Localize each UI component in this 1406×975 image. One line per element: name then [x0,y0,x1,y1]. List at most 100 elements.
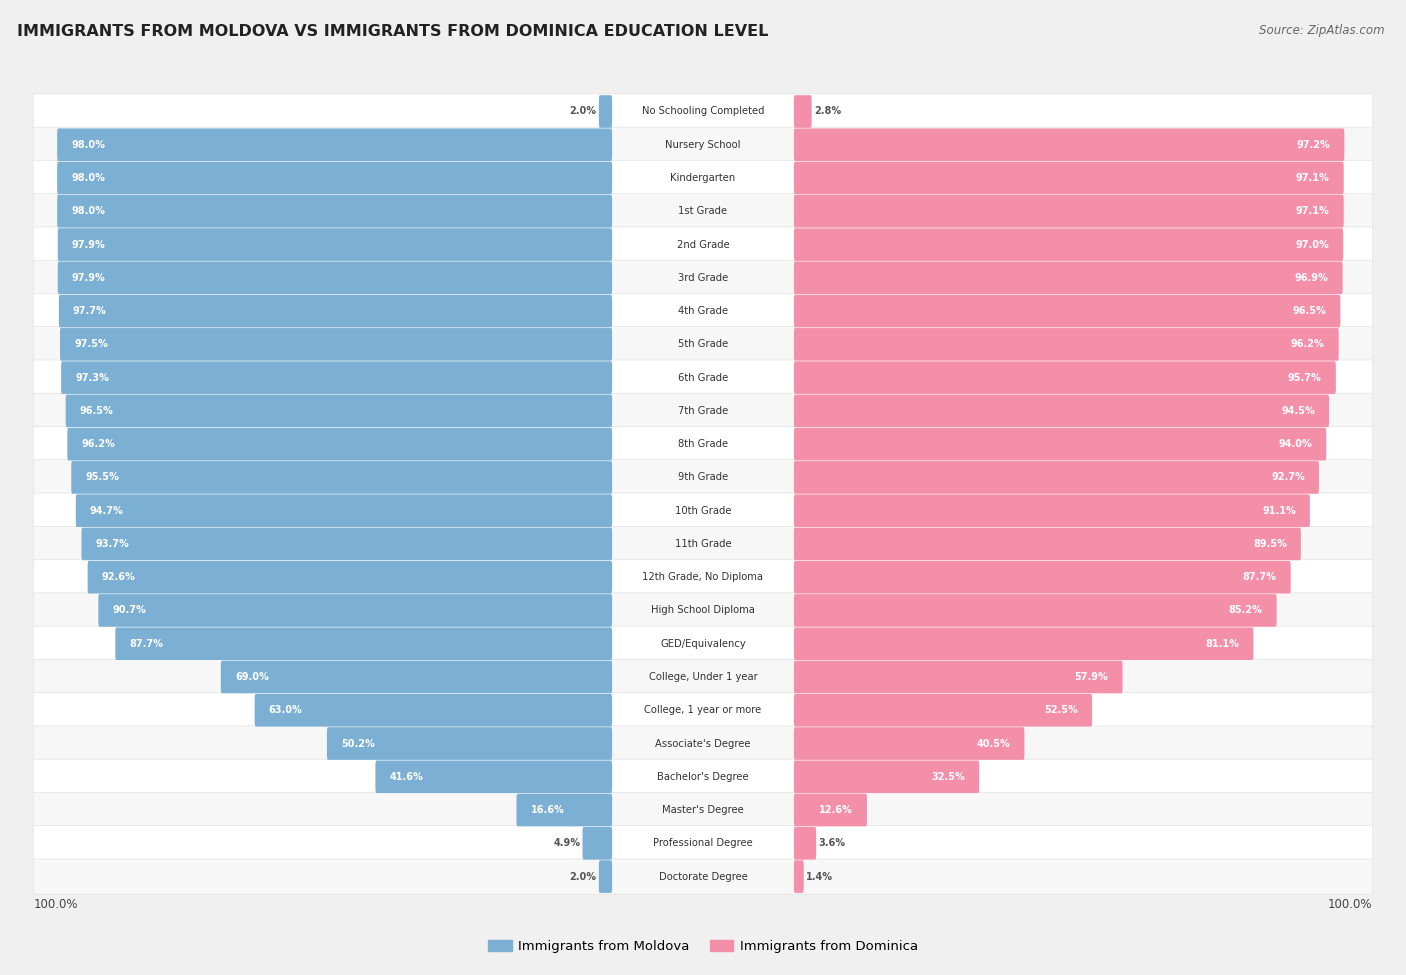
FancyBboxPatch shape [599,96,612,128]
FancyBboxPatch shape [794,129,1344,161]
Text: 50.2%: 50.2% [342,738,375,749]
FancyBboxPatch shape [794,96,811,128]
FancyBboxPatch shape [58,162,612,194]
FancyBboxPatch shape [794,261,1343,294]
FancyBboxPatch shape [794,228,1343,261]
Text: 3.6%: 3.6% [818,838,845,848]
Text: 2.0%: 2.0% [569,106,596,116]
Text: 12th Grade, No Diploma: 12th Grade, No Diploma [643,572,763,582]
FancyBboxPatch shape [794,794,868,827]
FancyBboxPatch shape [87,561,612,594]
FancyBboxPatch shape [794,694,1092,726]
Text: 8th Grade: 8th Grade [678,439,728,449]
FancyBboxPatch shape [34,293,1372,329]
Text: 90.7%: 90.7% [112,605,146,615]
Text: 4th Grade: 4th Grade [678,306,728,316]
Text: 97.0%: 97.0% [1295,240,1329,250]
Text: 7th Grade: 7th Grade [678,406,728,416]
Text: 40.5%: 40.5% [977,738,1011,749]
FancyBboxPatch shape [34,726,1372,761]
FancyBboxPatch shape [34,260,1372,295]
FancyBboxPatch shape [58,228,612,261]
Text: 57.9%: 57.9% [1074,672,1108,682]
Text: 6th Grade: 6th Grade [678,372,728,382]
FancyBboxPatch shape [115,628,612,660]
FancyBboxPatch shape [58,129,612,161]
Text: Source: ZipAtlas.com: Source: ZipAtlas.com [1260,24,1385,37]
FancyBboxPatch shape [794,362,1336,394]
FancyBboxPatch shape [60,328,612,361]
Text: 4.9%: 4.9% [553,838,581,848]
Text: 9th Grade: 9th Grade [678,473,728,483]
Text: IMMIGRANTS FROM MOLDOVA VS IMMIGRANTS FROM DOMINICA EDUCATION LEVEL: IMMIGRANTS FROM MOLDOVA VS IMMIGRANTS FR… [17,24,768,39]
Text: Nursery School: Nursery School [665,139,741,150]
Text: 98.0%: 98.0% [72,207,105,216]
FancyBboxPatch shape [76,494,612,526]
FancyBboxPatch shape [34,493,1372,528]
FancyBboxPatch shape [60,362,612,394]
Text: 97.9%: 97.9% [72,273,105,283]
FancyBboxPatch shape [34,161,1372,196]
Text: 96.2%: 96.2% [1291,339,1324,349]
Text: 87.7%: 87.7% [129,639,163,648]
Text: 89.5%: 89.5% [1253,539,1286,549]
FancyBboxPatch shape [34,327,1372,362]
Text: 92.6%: 92.6% [101,572,135,582]
Text: 3rd Grade: 3rd Grade [678,273,728,283]
Text: No Schooling Completed: No Schooling Completed [641,106,765,116]
FancyBboxPatch shape [66,395,612,427]
Text: 100.0%: 100.0% [34,898,79,912]
FancyBboxPatch shape [34,859,1372,894]
FancyBboxPatch shape [794,760,979,793]
Text: 96.5%: 96.5% [1292,306,1326,316]
Text: 63.0%: 63.0% [269,705,302,716]
FancyBboxPatch shape [794,395,1329,427]
FancyBboxPatch shape [794,561,1291,594]
FancyBboxPatch shape [34,560,1372,595]
FancyBboxPatch shape [794,428,1326,460]
Text: 96.2%: 96.2% [82,439,115,449]
FancyBboxPatch shape [794,294,1340,328]
Text: Kindergarten: Kindergarten [671,173,735,183]
FancyBboxPatch shape [34,659,1372,694]
FancyBboxPatch shape [516,794,612,827]
Text: 52.5%: 52.5% [1045,705,1078,716]
FancyBboxPatch shape [254,694,612,726]
Text: 5th Grade: 5th Grade [678,339,728,349]
Legend: Immigrants from Moldova, Immigrants from Dominica: Immigrants from Moldova, Immigrants from… [482,935,924,958]
FancyBboxPatch shape [34,692,1372,728]
Text: 95.5%: 95.5% [86,473,120,483]
Text: 10th Grade: 10th Grade [675,506,731,516]
Text: College, 1 year or more: College, 1 year or more [644,705,762,716]
Text: 85.2%: 85.2% [1229,605,1263,615]
FancyBboxPatch shape [34,194,1372,229]
FancyBboxPatch shape [794,195,1344,227]
FancyBboxPatch shape [794,527,1301,561]
Text: 100.0%: 100.0% [1327,898,1372,912]
Text: High School Diploma: High School Diploma [651,605,755,615]
FancyBboxPatch shape [794,727,1025,760]
FancyBboxPatch shape [34,227,1372,262]
Text: Master's Degree: Master's Degree [662,805,744,815]
FancyBboxPatch shape [794,461,1319,493]
FancyBboxPatch shape [98,594,612,627]
Text: 41.6%: 41.6% [389,772,423,782]
Text: 11th Grade: 11th Grade [675,539,731,549]
FancyBboxPatch shape [58,195,612,227]
FancyBboxPatch shape [59,294,612,328]
FancyBboxPatch shape [221,661,612,693]
Text: Doctorate Degree: Doctorate Degree [658,872,748,881]
Text: GED/Equivalency: GED/Equivalency [661,639,745,648]
Text: Bachelor's Degree: Bachelor's Degree [657,772,749,782]
FancyBboxPatch shape [34,426,1372,462]
FancyBboxPatch shape [599,860,612,893]
Text: 95.7%: 95.7% [1288,372,1322,382]
FancyBboxPatch shape [34,760,1372,795]
Text: Associate's Degree: Associate's Degree [655,738,751,749]
FancyBboxPatch shape [67,428,612,460]
Text: 98.0%: 98.0% [72,139,105,150]
Text: College, Under 1 year: College, Under 1 year [648,672,758,682]
Text: 16.6%: 16.6% [530,805,564,815]
FancyBboxPatch shape [34,626,1372,661]
Text: 97.2%: 97.2% [1296,139,1330,150]
